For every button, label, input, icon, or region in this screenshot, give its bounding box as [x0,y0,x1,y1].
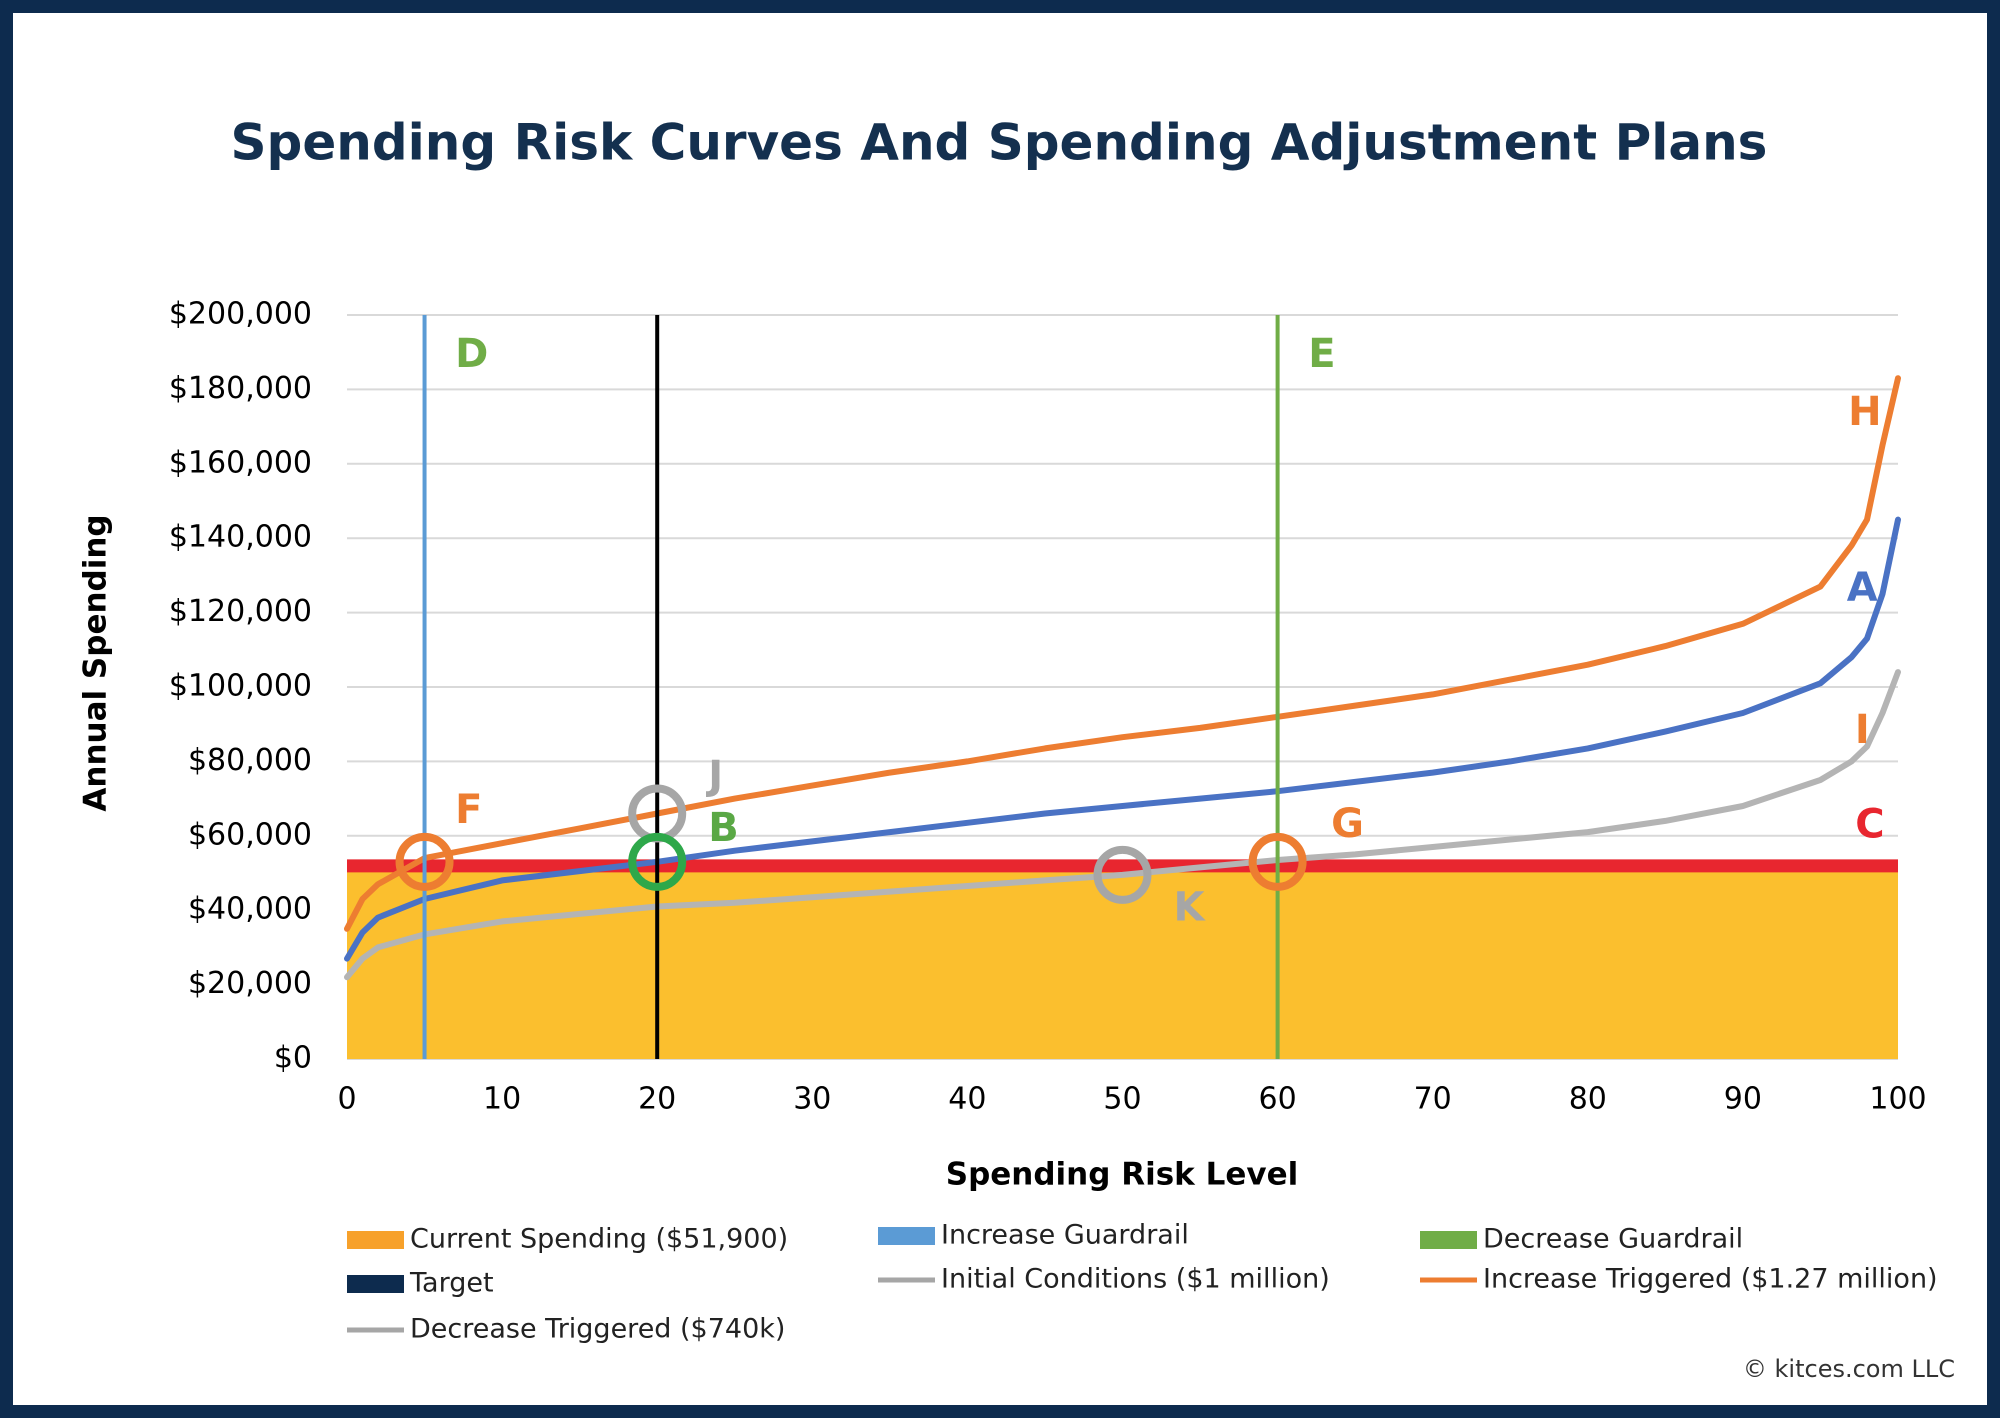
current-spending-area [347,865,1898,1059]
marker [1248,832,1307,891]
legend-label: Target [409,1268,494,1299]
y-tick-label: $100,000 [169,669,312,704]
y-tick-label: $140,000 [169,520,312,555]
x-tick-label: 40 [948,1082,986,1117]
marker-label: G [1331,801,1364,847]
legend-label: Current Spending ($51,900) [410,1224,788,1255]
y-tick-label: $60,000 [188,817,312,852]
x-tick-label: 90 [1724,1082,1762,1117]
marker [395,832,454,891]
marker-label: K [1174,884,1207,930]
x-tick-label: 50 [1103,1082,1141,1117]
area-label: C [1855,801,1884,847]
y-tick-label: $160,000 [169,445,312,480]
series-line [344,516,1901,962]
marker-label: J [705,753,723,799]
legend-label: Increase Guardrail [941,1220,1189,1251]
legend-swatch [347,1231,404,1249]
x-tick-label: 60 [1259,1082,1297,1117]
marker-label: B [708,805,739,851]
x-tick-label: 80 [1569,1082,1607,1117]
series-label: I [1855,707,1870,753]
chart-title: Spending Risk Curves And Spending Adjust… [231,114,1768,172]
guide-label: E [1308,331,1335,377]
guide-label: D [455,331,488,377]
y-tick-label: $80,000 [188,743,312,778]
y-tick-label: $20,000 [188,966,312,1001]
x-tick-label: 10 [483,1082,521,1117]
y-axis-title: Annual Spending [78,514,114,811]
legend-label: Decrease Guardrail [1483,1224,1743,1255]
legend-label: Decrease Triggered ($740k) [410,1314,785,1345]
x-tick-label: 70 [1414,1082,1452,1117]
y-tick-label: $180,000 [169,371,312,406]
legend-label: Increase Triggered ($1.27 million) [1483,1264,1938,1295]
marker-label: F [455,787,482,833]
y-tick-label: $0 [274,1041,312,1076]
series-line [344,375,1901,932]
series-label: H [1848,389,1881,435]
series-label: A [1847,565,1878,611]
x-tick-label: 100 [1869,1082,1926,1117]
x-tick-label: 20 [638,1082,676,1117]
legend-swatch [347,1275,404,1293]
y-tick-label: $200,000 [169,297,312,332]
x-tick-label: 30 [793,1082,831,1117]
source: © kitces.com LLC [1743,1355,1955,1383]
legend-label: Initial Conditions ($1 million) [941,1264,1330,1295]
y-tick-label: $40,000 [188,892,312,927]
y-tick-label: $120,000 [169,594,312,629]
series-line [344,669,1901,981]
marker [1093,845,1152,904]
legend-swatch [1420,1231,1477,1249]
legend-swatch [878,1227,935,1245]
marker [628,832,687,891]
x-tick-label: 0 [337,1082,356,1117]
x-axis-title: Spending Risk Level [946,1157,1298,1193]
